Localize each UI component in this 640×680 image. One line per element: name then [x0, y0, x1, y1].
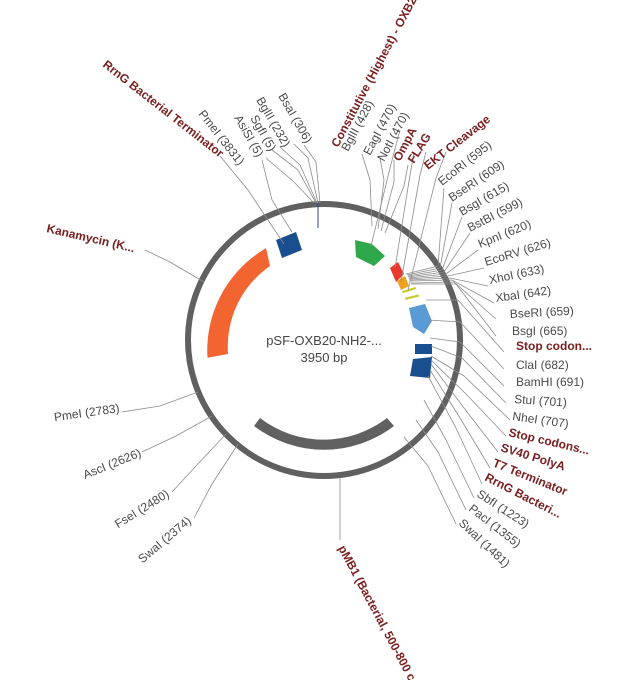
plasmid-backbone	[185, 201, 463, 479]
ekt-bar-2	[404, 294, 420, 300]
stop-codons-box	[415, 344, 432, 354]
feature-label-kanamycin: Kanamycin (K...	[45, 221, 136, 255]
leaders-right	[403, 187, 511, 525]
rrng-terminator-left-box	[276, 232, 302, 258]
site-fsei: FseI (2480)	[112, 487, 171, 531]
feature-label-stop-codon: Stop codon...	[516, 339, 592, 353]
promoter-arrow	[355, 240, 385, 266]
feature-label-pmb1: pMB1 (Bacterial, 500-800 copies)	[335, 543, 435, 680]
plasmid-size: 3950 bp	[301, 350, 348, 365]
site-bsgi-665: BsgI (665)	[512, 324, 567, 338]
ekt-bar-1	[402, 286, 417, 294]
plasmid-name: pSF-OXB20-NH2-...	[266, 333, 382, 348]
site-asci: AscI (2626)	[81, 446, 143, 482]
site-bamhi: BamHI (691)	[516, 375, 584, 389]
site-stui: StuI (701)	[514, 392, 568, 410]
leaders-features	[144, 129, 447, 540]
site-pmei-2783: PmeI (2783)	[53, 401, 120, 424]
leaders-left	[121, 391, 239, 519]
leaders-top	[261, 143, 409, 234]
ompa-arrow	[390, 262, 404, 282]
kanamycin-arrow	[207, 248, 270, 358]
site-clai: ClaI (682)	[516, 358, 569, 372]
sv40-arrow	[409, 304, 432, 334]
site-bseri-659: BseRI (659)	[509, 304, 574, 321]
t7-terminator-box	[410, 357, 432, 378]
flag-arrow	[397, 276, 409, 290]
site-xbai: XbaI (642)	[494, 283, 551, 305]
site-swai-2374: SwaI (2374)	[135, 514, 194, 566]
pmb1-arc	[254, 418, 394, 450]
